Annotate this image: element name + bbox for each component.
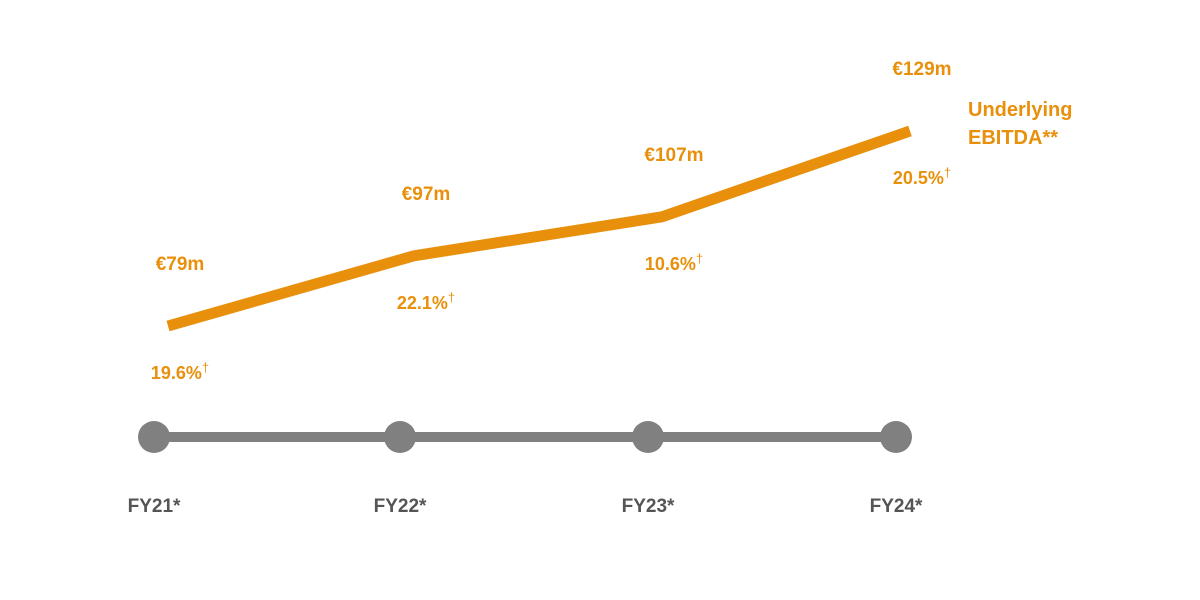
data-label: €79m xyxy=(156,254,205,275)
data-label: €97m xyxy=(402,184,451,205)
growth-label: 10.6%† xyxy=(645,251,703,274)
growth-label: 19.6%† xyxy=(151,360,209,383)
label-layer: €79m 19.6%† €97m 22.1%† €107m 10.6%† €129m 20.5… xyxy=(151,59,952,383)
x-tick-label: FY21* xyxy=(128,496,181,517)
timeline-dot xyxy=(384,421,416,453)
timeline-dot xyxy=(632,421,664,453)
data-label: €129m xyxy=(892,59,951,80)
timeline-dot xyxy=(880,421,912,453)
timeline-axis: FY21* FY22* FY23* FY24* xyxy=(128,421,923,517)
growth-label: 22.1%† xyxy=(397,290,455,313)
data-label: €107m xyxy=(644,145,703,166)
series-line xyxy=(166,125,912,332)
series-label-line-2: EBITDA** xyxy=(968,127,1058,149)
growth-label: 20.5%† xyxy=(893,165,951,188)
x-tick-label: FY24* xyxy=(870,496,923,517)
x-tick-label: FY23* xyxy=(622,496,675,517)
x-tick-label: FY22* xyxy=(374,496,427,517)
series-layer xyxy=(166,125,912,332)
series-label-line-1: Underlying xyxy=(968,99,1072,121)
timeline-dot xyxy=(138,421,170,453)
